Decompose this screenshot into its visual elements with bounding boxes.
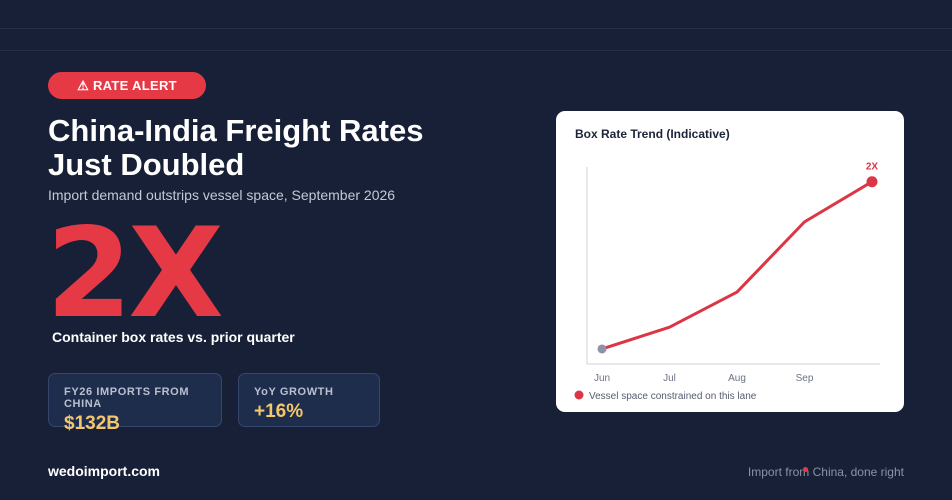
- badge: ⚠ RATE ALERT: [48, 72, 206, 99]
- brand: wedoimport.com: [48, 463, 161, 479]
- x-tick-label: Aug: [728, 373, 746, 384]
- data-label: 2X: [866, 162, 879, 173]
- decor-dot: [803, 467, 808, 472]
- header-line: [0, 50, 952, 51]
- x-tick-label: Sep: [796, 373, 814, 384]
- subtitle: Import demand outstrips vessel space, Se…: [48, 187, 396, 203]
- chart-card: Box Rate Trend (Indicative) Jun Jul Aug Sep…: [556, 111, 904, 412]
- stat-card: YoY GROWTH +16%: [238, 373, 380, 427]
- big-stat-caption: Container box rates vs. prior quarter: [52, 329, 295, 345]
- tagline: Import from China, done right: [747, 465, 904, 479]
- stat-label: YoY GROWTH: [254, 386, 334, 398]
- stat-card: FY26 IMPORTS FROM CHINA $132B: [48, 373, 222, 434]
- x-tick-label: Jul: [663, 373, 676, 384]
- title: China-India Freight Rates Just Doubled: [48, 114, 423, 182]
- stat-value: $132B: [64, 413, 120, 434]
- chart-title: Box Rate Trend (Indicative): [575, 127, 730, 141]
- chart: Box Rate Trend (Indicative) Jun Jul Aug Sep…: [574, 127, 880, 402]
- point: [866, 176, 878, 188]
- big-stat: 2X: [46, 202, 224, 346]
- x-tick-label: Jun: [594, 373, 610, 384]
- line: [601, 180, 873, 351]
- stat-label: FY26 IMPORTS FROM CHINA: [64, 386, 190, 410]
- header-line: [0, 28, 952, 29]
- stat-value: +16%: [254, 401, 304, 422]
- point: [597, 344, 607, 354]
- title-line: China-India Freight Rates: [48, 113, 424, 148]
- title-line: Just Doubled: [48, 147, 245, 182]
- legend-marker: [574, 390, 584, 400]
- legend-label: Vessel space constrained on this lane: [589, 391, 757, 402]
